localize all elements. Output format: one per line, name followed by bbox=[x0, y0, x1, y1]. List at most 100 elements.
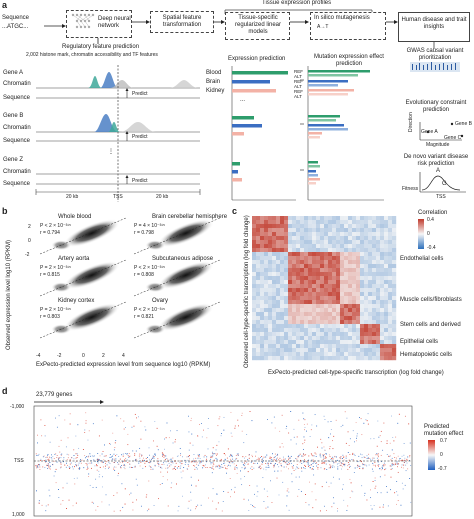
mutation-dot bbox=[407, 460, 408, 462]
identity-line bbox=[39, 301, 127, 339]
heatmap-cell bbox=[340, 320, 345, 325]
heatmap-cell bbox=[348, 244, 353, 249]
mutation-dot bbox=[165, 437, 167, 439]
mutation-dot bbox=[56, 461, 58, 463]
mutation-dot bbox=[372, 459, 373, 461]
heatmap-cell bbox=[312, 308, 317, 313]
heatmap-cell bbox=[260, 312, 265, 317]
mutation-dot bbox=[258, 466, 260, 468]
heatmap-cell bbox=[252, 352, 257, 357]
mutation-dot bbox=[187, 468, 189, 470]
heatmap-cell bbox=[376, 216, 381, 221]
mutation-dot bbox=[253, 467, 255, 469]
mutation-dot bbox=[55, 417, 56, 419]
mutation-dot bbox=[286, 463, 288, 465]
mutation-dot bbox=[66, 462, 67, 464]
mutation-dot bbox=[150, 461, 152, 463]
heatmap-cell bbox=[320, 220, 325, 225]
mutation-dot bbox=[273, 465, 275, 467]
mutation-dot bbox=[267, 465, 269, 466]
heatmap-cell bbox=[304, 284, 309, 289]
heatmap-cell bbox=[332, 264, 337, 269]
mutation-dot bbox=[87, 466, 89, 468]
mutation-dot bbox=[342, 463, 344, 465]
mutation-dot bbox=[161, 464, 163, 465]
mutation-dot bbox=[377, 456, 379, 458]
heatmap-cell bbox=[368, 244, 373, 249]
heatmap-cell bbox=[360, 340, 365, 345]
mutation-dot bbox=[41, 504, 43, 506]
mutation-dot bbox=[204, 454, 206, 456]
mutation-dot bbox=[231, 454, 232, 456]
mutation-dot bbox=[374, 487, 376, 489]
heatmap-cell bbox=[316, 284, 321, 289]
heatmap-cell bbox=[348, 320, 353, 325]
mutation-dot bbox=[58, 445, 60, 447]
mutation-dot bbox=[124, 464, 125, 466]
mutation-dot bbox=[322, 459, 324, 460]
heatmap-cell bbox=[260, 340, 265, 345]
heatmap-cell bbox=[348, 268, 353, 273]
mutation-dot bbox=[103, 459, 105, 461]
mutation-dot bbox=[92, 487, 94, 488]
heatmap-cell bbox=[320, 332, 325, 337]
heatmap-cell bbox=[268, 332, 273, 337]
mutation-dot bbox=[207, 428, 209, 429]
heatmap-cell bbox=[324, 304, 329, 309]
heatmap-cell bbox=[312, 336, 317, 341]
heatmap-cell bbox=[344, 228, 349, 233]
mutation-dot bbox=[236, 468, 238, 470]
mutation-dot bbox=[272, 453, 273, 455]
mutation-dot bbox=[230, 458, 232, 460]
mutation-dot bbox=[206, 456, 208, 458]
mutation-dot bbox=[393, 453, 395, 455]
mutation-dot bbox=[381, 466, 383, 468]
heatmap-cell bbox=[364, 356, 369, 361]
heatmap-cell bbox=[312, 276, 317, 281]
mutation-dot bbox=[190, 476, 192, 478]
heatmap-cell bbox=[344, 268, 349, 273]
heatmap-cell bbox=[308, 320, 313, 325]
mutation-dot bbox=[288, 491, 290, 493]
heatmap-cell bbox=[384, 356, 389, 361]
mutation-dot bbox=[298, 476, 300, 478]
d-ytick-3: 1,000 bbox=[12, 512, 25, 518]
heatmap-cell bbox=[336, 276, 341, 281]
mutation-dot bbox=[234, 486, 236, 488]
mutation-dot bbox=[162, 454, 164, 456]
heatmap-cell bbox=[300, 336, 305, 341]
heatmap-cell bbox=[308, 260, 313, 265]
heatmap-cell bbox=[268, 288, 273, 293]
mutation-dot bbox=[303, 467, 305, 469]
mutation-dot bbox=[73, 455, 75, 456]
heatmap-cell bbox=[372, 344, 377, 349]
panel-a-letter: a bbox=[2, 0, 8, 10]
heatmap-cell bbox=[312, 220, 317, 225]
b-name-label: Ovary bbox=[152, 298, 169, 304]
mutation-dot bbox=[315, 453, 317, 455]
heatmap-cell bbox=[348, 312, 353, 317]
mutation-dot bbox=[382, 464, 384, 466]
mutation-dot bbox=[270, 457, 272, 459]
mutation-dot bbox=[244, 466, 246, 468]
mutation-dot bbox=[230, 432, 232, 434]
mutation-dot bbox=[91, 462, 93, 464]
mutation-dot bbox=[59, 451, 61, 453]
heatmap-cell bbox=[376, 324, 381, 329]
heatmap-cell bbox=[336, 216, 341, 221]
mutation-dot bbox=[170, 464, 172, 466]
mutation-dot bbox=[323, 458, 325, 460]
heatmap-cell bbox=[328, 220, 333, 225]
heatmap-cell bbox=[364, 304, 369, 309]
heatmap-cell bbox=[308, 244, 313, 249]
heatmap-cell bbox=[364, 300, 369, 305]
heatmap-cell bbox=[324, 228, 329, 233]
mutation-dot bbox=[229, 478, 231, 479]
mutation-dot bbox=[52, 464, 54, 466]
heatmap-cell bbox=[392, 220, 397, 225]
heatmap-cell bbox=[392, 248, 397, 253]
mutation-dot bbox=[117, 463, 119, 465]
mutation-dot bbox=[170, 487, 172, 489]
mutation-dot bbox=[277, 464, 279, 466]
mutation-dot bbox=[351, 453, 353, 455]
